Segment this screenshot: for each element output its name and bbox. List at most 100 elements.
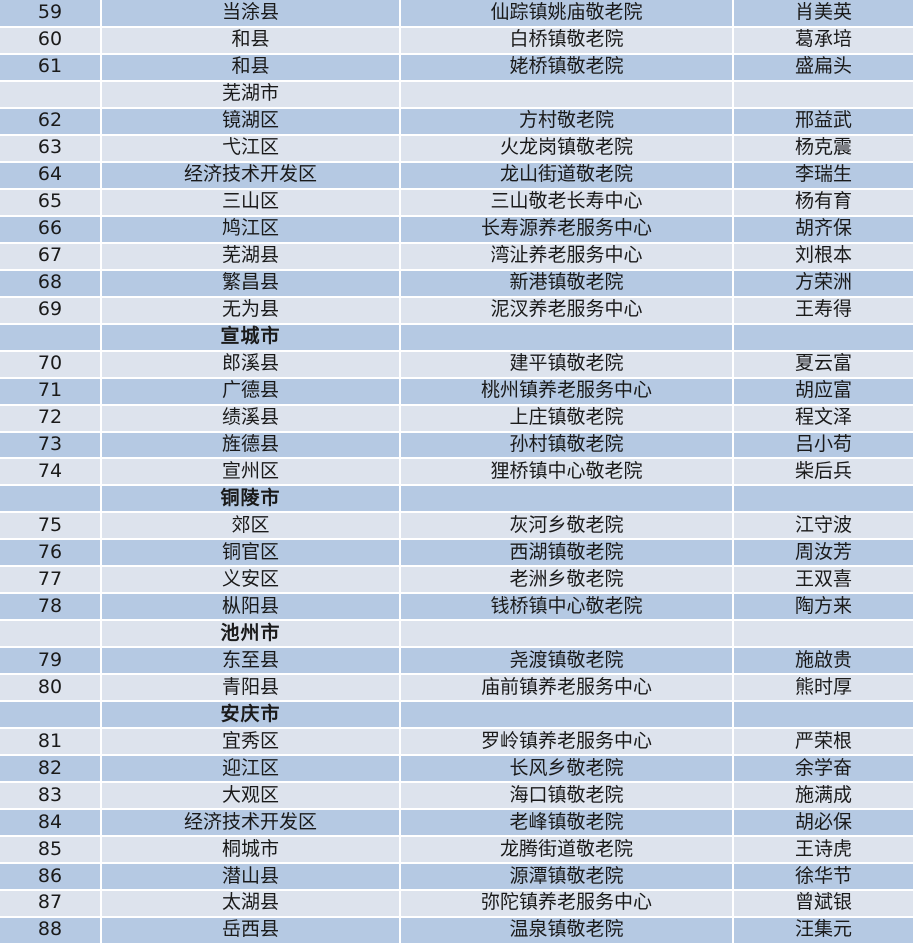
city-group-header-row: 芜湖市: [0, 80, 913, 109]
cell-person: 徐华节: [733, 863, 913, 891]
cell-index: 73: [0, 431, 102, 460]
cell-person: 程文泽: [733, 404, 913, 433]
table-row: 75 郊区 灰河乡敬老院 江守波: [0, 512, 913, 541]
cell-region: 经济技术开发区: [101, 161, 401, 190]
cell-facility: [400, 323, 734, 352]
cell-person: 王双喜: [733, 566, 913, 595]
cell-region: 潜山县: [101, 863, 401, 891]
cell-facility: 尧渡镇敬老院: [400, 647, 734, 676]
cell-person: 杨克震: [733, 134, 913, 163]
cell-facility: [400, 701, 734, 730]
city-group-header-row: 铜陵市: [0, 485, 913, 514]
table-row: 61 和县 姥桥镇敬老院 盛扁头: [0, 53, 913, 82]
city-group-label: 宣城市: [101, 323, 401, 352]
cell-index: 70: [0, 350, 102, 379]
cell-facility: 弥陀镇养老服务中心: [400, 889, 734, 918]
cell-facility: 庙前镇养老服务中心: [400, 674, 734, 703]
table-row: 66 鸠江区 长寿源养老服务中心 胡齐保: [0, 215, 913, 244]
cell-region: 大观区: [101, 782, 401, 811]
cell-index: 65: [0, 188, 102, 217]
cell-facility: 老峰镇敬老院: [400, 809, 734, 838]
cell-region: 和县: [101, 26, 401, 55]
cell-facility: 白桥镇敬老院: [400, 26, 734, 55]
cell-index: [0, 80, 102, 109]
cell-index: 80: [0, 674, 102, 703]
cell-index: 63: [0, 134, 102, 163]
table-row: 62 镜湖区 方村敬老院 邢益武: [0, 107, 913, 136]
cell-index: [0, 485, 102, 514]
cell-region: 弋江区: [101, 134, 401, 163]
table-row: 69 无为县 泥汊养老服务中心 王寿得: [0, 296, 913, 325]
cell-person: 邢益武: [733, 107, 913, 136]
cell-facility: 老洲乡敬老院: [400, 566, 734, 595]
cell-region: 芜湖县: [101, 242, 401, 271]
cell-index: 88: [0, 916, 102, 945]
cell-region: 东至县: [101, 647, 401, 676]
cell-index: 75: [0, 512, 102, 541]
table-row: 84 经济技术开发区 老峰镇敬老院 胡必保: [0, 809, 913, 838]
cell-person: [733, 701, 913, 730]
table-row: 85 桐城市 龙腾街道敬老院 王诗虎: [0, 836, 913, 864]
cell-facility: 上庄镇敬老院: [400, 404, 734, 433]
city-group-header-row: 安庆市: [0, 701, 913, 730]
cell-region: 宣州区: [101, 458, 401, 487]
table-row: 73 旌德县 孙村镇敬老院 吕小苟: [0, 431, 913, 460]
table-row: 72 绩溪县 上庄镇敬老院 程文泽: [0, 404, 913, 433]
table-row: 60 和县 白桥镇敬老院 葛承培: [0, 26, 913, 55]
table-row: 87 太湖县 弥陀镇养老服务中心 曾斌银: [0, 889, 913, 918]
cell-person: 李瑞生: [733, 161, 913, 190]
cell-region: 太湖县: [101, 889, 401, 918]
cell-index: 85: [0, 836, 102, 864]
cell-region: 无为县: [101, 296, 401, 325]
cell-person: 严荣根: [733, 728, 913, 757]
cell-index: 69: [0, 296, 102, 325]
cell-facility: 龙山街道敬老院: [400, 161, 734, 190]
cell-facility: 海口镇敬老院: [400, 782, 734, 811]
cell-person: 熊时厚: [733, 674, 913, 703]
cell-facility: 姥桥镇敬老院: [400, 53, 734, 82]
cell-facility: 长风乡敬老院: [400, 755, 734, 784]
cell-facility: 钱桥镇中心敬老院: [400, 593, 734, 622]
cell-person: 杨有育: [733, 188, 913, 217]
cell-facility: 仙踪镇姚庙敬老院: [400, 0, 734, 28]
cell-person: 胡齐保: [733, 215, 913, 244]
cell-person: 吕小苟: [733, 431, 913, 460]
cell-facility: 温泉镇敬老院: [400, 916, 734, 945]
cell-region: 和县: [101, 53, 401, 82]
city-group-label: 铜陵市: [101, 485, 401, 514]
cell-region: 三山区: [101, 188, 401, 217]
cell-facility: 罗岭镇养老服务中心: [400, 728, 734, 757]
city-group-label: 池州市: [101, 620, 401, 649]
cell-index: 76: [0, 539, 102, 568]
table-row: 82 迎江区 长风乡敬老院 余学奋: [0, 755, 913, 784]
city-group-header-row: 池州市: [0, 620, 913, 649]
cell-person: 葛承培: [733, 26, 913, 55]
cell-person: 余学奋: [733, 755, 913, 784]
cell-person: 汪集元: [733, 916, 913, 945]
cell-person: 盛扁头: [733, 53, 913, 82]
table-row: 71 广德县 桃州镇养老服务中心 胡应富: [0, 377, 913, 406]
table-row: 86 潜山县 源潭镇敬老院 徐华节: [0, 863, 913, 891]
table-row: 76 铜官区 西湖镇敬老院 周汝芳: [0, 539, 913, 568]
table-row: 68 繁昌县 新港镇敬老院 方荣洲: [0, 269, 913, 298]
cell-index: 68: [0, 269, 102, 298]
cell-person: 胡应富: [733, 377, 913, 406]
cell-person: 周汝芳: [733, 539, 913, 568]
cell-facility: 灰河乡敬老院: [400, 512, 734, 541]
cell-person: 江守波: [733, 512, 913, 541]
cell-person: 施啟贵: [733, 647, 913, 676]
cell-index: 78: [0, 593, 102, 622]
cell-person: 施满成: [733, 782, 913, 811]
table-row: 88 岳西县 温泉镇敬老院 汪集元: [0, 916, 913, 945]
cell-facility: 泥汊养老服务中心: [400, 296, 734, 325]
cell-region: 镜湖区: [101, 107, 401, 136]
table-row: 63 弋江区 火龙岗镇敬老院 杨克震: [0, 134, 913, 163]
cell-region: 迎江区: [101, 755, 401, 784]
cell-index: 79: [0, 647, 102, 676]
cell-facility: 狸桥镇中心敬老院: [400, 458, 734, 487]
table-row: 81 宜秀区 罗岭镇养老服务中心 严荣根: [0, 728, 913, 757]
cell-facility: 西湖镇敬老院: [400, 539, 734, 568]
cell-facility: [400, 485, 734, 514]
table-row: 83 大观区 海口镇敬老院 施满成: [0, 782, 913, 811]
